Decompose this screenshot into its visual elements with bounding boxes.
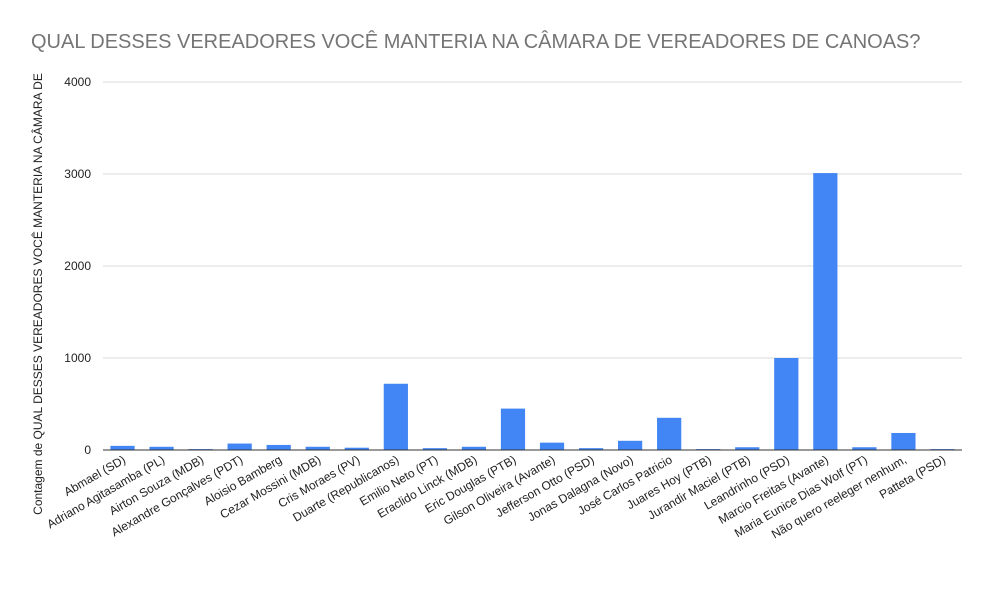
bar <box>735 447 760 450</box>
y-axis-label: Contagem de QUAL DESSES VEREADORES VOCÊ … <box>30 73 45 515</box>
y-tick-label: 0 <box>84 443 91 457</box>
bar <box>539 442 565 450</box>
bar <box>227 443 252 450</box>
y-tick-label: 3000 <box>64 167 91 181</box>
bar <box>266 444 291 450</box>
bar <box>852 447 877 450</box>
bar <box>149 446 174 450</box>
chart-title: QUAL DESSES VEREADORES VOCÊ MANTERIA NA … <box>31 31 921 53</box>
bar <box>813 173 838 450</box>
bar <box>383 383 408 450</box>
bar <box>344 447 369 450</box>
bar <box>618 440 643 450</box>
bar <box>305 446 330 450</box>
bar <box>774 358 799 450</box>
y-tick-label: 1000 <box>64 351 91 365</box>
x-axis-ticks: Abmael (SD)Adriano Agitasamba (PL)Airton… <box>45 452 948 541</box>
bars <box>110 173 955 451</box>
bar <box>578 448 604 450</box>
bar <box>110 445 135 450</box>
y-axis-ticks: 0 1000 2000 3000 4000 <box>64 75 91 457</box>
y-tick-label: 4000 <box>64 75 91 89</box>
bar <box>461 446 487 450</box>
bar <box>422 448 447 450</box>
bar <box>500 408 526 450</box>
bar <box>657 417 682 450</box>
y-tick-label: 2000 <box>64 259 91 273</box>
bar <box>891 432 916 450</box>
